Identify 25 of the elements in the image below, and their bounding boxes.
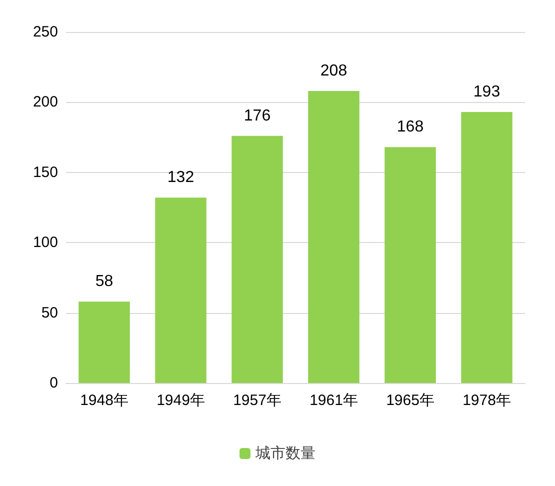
- y-tick-label: 200: [32, 94, 58, 111]
- bar: [78, 302, 130, 383]
- x-tick-label: 1948年: [80, 392, 128, 409]
- data-label: 58: [95, 273, 114, 290]
- bar: [308, 90, 360, 383]
- x-tick-label: 1961年: [310, 392, 358, 409]
- y-tick-label: 0: [50, 374, 58, 392]
- y-tick-label: 100: [32, 234, 58, 252]
- x-tick-label: 1978年: [462, 392, 511, 409]
- bar: [461, 112, 512, 383]
- x-tick-label: 1949年: [156, 392, 205, 409]
- data-label: 132: [167, 169, 194, 186]
- bar: [155, 198, 206, 383]
- data-label: 176: [244, 107, 271, 124]
- legend-label: 城市数量: [254, 445, 316, 462]
- data-label: 168: [396, 118, 424, 136]
- y-tick-label: 150: [32, 164, 58, 181]
- bar: [384, 147, 436, 383]
- x-tick-label: 1957年: [233, 392, 282, 409]
- x-tick-label: 1965年: [386, 392, 434, 409]
- y-tick-label: 250: [32, 24, 58, 40]
- data-label: 193: [473, 84, 500, 101]
- bar: [232, 136, 283, 383]
- data-label: 208: [320, 62, 348, 80]
- y-tick-label: 50: [41, 304, 58, 322]
